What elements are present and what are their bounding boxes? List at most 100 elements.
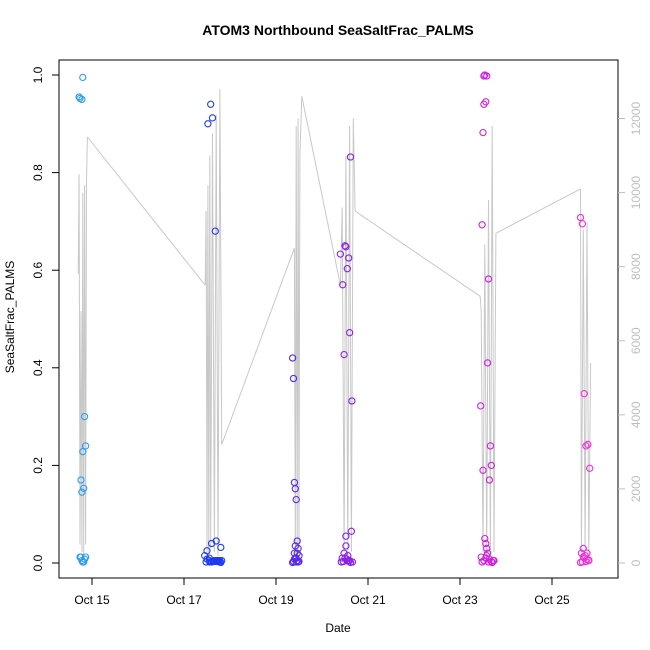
data-point bbox=[487, 461, 495, 470]
data-point bbox=[209, 557, 218, 566]
x-axis-label: Date bbox=[325, 621, 351, 635]
x-tick-label: Oct 25 bbox=[534, 593, 570, 607]
data-point bbox=[293, 549, 301, 557]
data-point bbox=[343, 265, 351, 273]
data-point bbox=[78, 488, 86, 496]
data-point bbox=[346, 153, 355, 161]
data-point bbox=[78, 95, 86, 104]
data-point bbox=[478, 221, 486, 229]
data-point bbox=[203, 547, 211, 555]
altitude-line-segment-3 bbox=[221, 247, 295, 445]
data-points-layer bbox=[75, 71, 594, 567]
altitude-line-segment-6 bbox=[339, 118, 356, 556]
data-point bbox=[348, 558, 357, 566]
data-point bbox=[586, 464, 594, 472]
y2-tick-label: 4000 bbox=[629, 401, 643, 428]
data-point bbox=[292, 558, 300, 566]
data-point bbox=[342, 542, 350, 550]
altitude-line-segment-8 bbox=[479, 125, 497, 556]
data-point bbox=[584, 440, 592, 449]
data-point bbox=[486, 442, 495, 450]
data-point bbox=[79, 73, 87, 82]
data-point bbox=[585, 556, 593, 564]
data-point bbox=[291, 542, 299, 550]
x-tick-label: Oct 23 bbox=[442, 593, 478, 607]
data-point bbox=[80, 412, 89, 421]
altitude-line-segment-10 bbox=[580, 188, 592, 556]
data-point bbox=[347, 527, 356, 535]
data-point bbox=[583, 549, 591, 557]
data-point bbox=[80, 484, 88, 492]
altitude-line-segment-9 bbox=[495, 188, 581, 234]
data-point bbox=[340, 549, 348, 557]
data-point bbox=[580, 390, 588, 398]
data-point bbox=[81, 442, 90, 450]
chart-title: ATOM3 Northbound SeaSaltFrac_PALMS bbox=[202, 22, 473, 38]
data-point bbox=[483, 544, 491, 553]
data-point bbox=[345, 329, 354, 337]
data-point bbox=[488, 558, 496, 567]
y2-tick-label: 12000 bbox=[629, 101, 643, 135]
data-point bbox=[339, 281, 347, 289]
data-point bbox=[217, 558, 225, 567]
x-tick-label: Oct 17 bbox=[166, 593, 202, 607]
data-point bbox=[479, 128, 487, 137]
data-point bbox=[289, 374, 298, 383]
data-point bbox=[576, 213, 585, 222]
altitude-line-segment-0 bbox=[77, 136, 88, 556]
data-point bbox=[77, 476, 85, 484]
data-point bbox=[579, 544, 587, 553]
data-point bbox=[340, 350, 348, 359]
data-point bbox=[481, 534, 489, 543]
altitude-line-segment-7 bbox=[354, 210, 481, 297]
data-point bbox=[293, 537, 301, 545]
data-point bbox=[291, 485, 299, 493]
data-point bbox=[344, 557, 352, 565]
x-tick-label: Oct 15 bbox=[74, 593, 110, 607]
y-tick-label: 0.4 bbox=[31, 359, 45, 376]
y-tick-label: 0.8 bbox=[31, 164, 45, 181]
y2-tick-label: 2000 bbox=[629, 475, 643, 502]
data-point bbox=[578, 220, 587, 228]
data-point bbox=[206, 558, 214, 566]
data-point bbox=[579, 553, 587, 561]
data-point bbox=[336, 250, 345, 258]
data-point bbox=[490, 556, 498, 565]
y2-tick-label: 0 bbox=[629, 559, 643, 566]
data-point bbox=[480, 72, 488, 80]
data-point bbox=[80, 555, 89, 563]
y2-tick-label: 6000 bbox=[629, 327, 643, 354]
altitude-line-segment-2 bbox=[204, 88, 223, 556]
data-point bbox=[348, 397, 356, 405]
x-tick-label: Oct 21 bbox=[350, 593, 386, 607]
data-point bbox=[482, 539, 490, 548]
x-tick-label: Oct 19 bbox=[258, 593, 294, 607]
y-tick-label: 1.0 bbox=[31, 66, 45, 83]
axes-layer: 0.0 0.2 0.4 0.6 0.8 1.0 0 2000 4000 6000 8000 10000… bbox=[31, 59, 643, 607]
data-point bbox=[213, 556, 221, 565]
data-point bbox=[477, 402, 485, 410]
data-point bbox=[342, 243, 350, 251]
altitude-line-layer bbox=[77, 88, 592, 556]
data-point bbox=[217, 543, 225, 552]
data-point bbox=[345, 254, 353, 262]
altitude-line-segment-1 bbox=[87, 136, 206, 286]
data-point bbox=[482, 98, 490, 106]
altitude-line-segment-4 bbox=[293, 96, 303, 556]
plot-frame bbox=[58, 59, 619, 579]
altitude-line-segment-5 bbox=[301, 96, 341, 286]
data-point bbox=[582, 442, 590, 450]
y-axis-label: SeaSaltFrac_PALMS bbox=[3, 261, 17, 374]
data-point bbox=[342, 532, 350, 540]
data-point bbox=[79, 448, 87, 456]
y2-tick-label: 10000 bbox=[629, 176, 643, 210]
data-point bbox=[484, 275, 493, 283]
data-point bbox=[207, 100, 215, 108]
y2-tick-label: 8000 bbox=[629, 253, 643, 280]
data-point bbox=[483, 552, 491, 560]
data-point bbox=[204, 120, 212, 128]
data-point bbox=[483, 359, 492, 367]
data-point bbox=[485, 476, 494, 484]
y-tick-label: 0.6 bbox=[31, 262, 45, 279]
